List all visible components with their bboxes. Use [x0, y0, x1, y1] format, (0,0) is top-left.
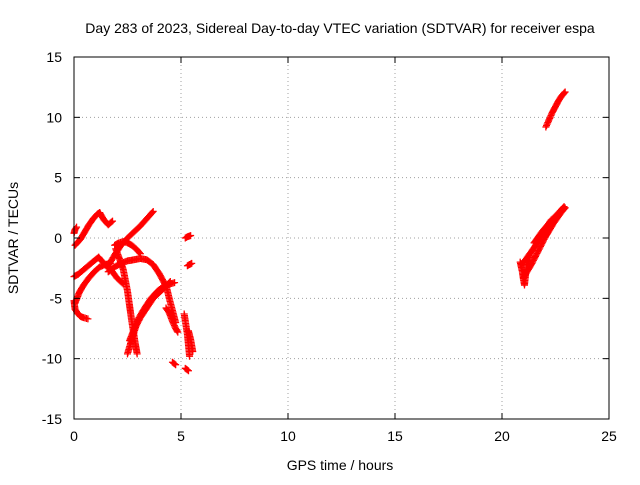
data-point [187, 232, 195, 240]
series-track-o [542, 88, 569, 131]
x-tick-label: 25 [601, 428, 617, 444]
y-tick-label: 15 [46, 49, 62, 65]
x-tick-label: 15 [387, 428, 403, 444]
data-layer [70, 88, 569, 375]
x-tick-label: 10 [280, 428, 296, 444]
data-point [173, 327, 181, 335]
y-tick-label: -10 [42, 351, 62, 367]
data-point [166, 277, 174, 285]
x-tick-label: 20 [494, 428, 510, 444]
series-track-l-tail [181, 364, 192, 375]
data-point [72, 224, 80, 232]
series-track-a-start [70, 223, 81, 237]
data-point [184, 367, 192, 375]
grid-layer [74, 57, 609, 419]
data-point [136, 250, 144, 258]
tick-layer: 0 5 10 15 20 25 -15 -10 -5 0 5 10 15 [42, 49, 617, 444]
series-track-r [530, 203, 568, 247]
series-track-q [519, 204, 569, 282]
chart-title: Day 283 of 2023, Sidereal Day-to-day VTE… [85, 20, 595, 36]
data-point [188, 259, 196, 267]
series-track-b-rise [70, 253, 103, 281]
data-point [186, 352, 194, 360]
data-point [133, 350, 141, 358]
data-point [561, 88, 569, 96]
data-point [560, 89, 568, 97]
data-point [107, 218, 115, 226]
data-point [183, 366, 191, 374]
data-point [84, 315, 92, 323]
data-point [172, 361, 180, 369]
data-point [149, 207, 157, 215]
x-tick-label: 0 [70, 428, 78, 444]
y-tick-label: -5 [50, 290, 63, 306]
series-track-n-blip [181, 232, 195, 242]
series-track-k-dot [168, 358, 180, 369]
series-track-m [184, 327, 197, 355]
data-point [189, 347, 197, 355]
series-track-c-rise [71, 259, 114, 307]
series-track-a-fall [96, 209, 117, 229]
y-axis-label: SDTVAR / TECUs [5, 182, 21, 294]
data-point [148, 208, 156, 216]
series-track-h-rise [124, 277, 174, 358]
y-tick-label: 5 [54, 170, 62, 186]
series-track-i-fall [162, 281, 180, 326]
series-track-f-arch [111, 238, 144, 258]
x-tick-label: 5 [177, 428, 185, 444]
y-tick-label: 10 [46, 109, 62, 125]
x-axis-label: GPS time / hours [287, 457, 394, 473]
data-point [109, 217, 117, 225]
y-tick-label: -15 [42, 411, 62, 427]
series-track-n-blip2 [183, 259, 196, 270]
series-track-j [162, 304, 182, 336]
data-point [560, 203, 568, 211]
data-point [559, 204, 567, 212]
y-tick-label: 0 [54, 230, 62, 246]
data-point [135, 249, 143, 257]
data-point [171, 360, 179, 368]
data-point [174, 328, 182, 336]
